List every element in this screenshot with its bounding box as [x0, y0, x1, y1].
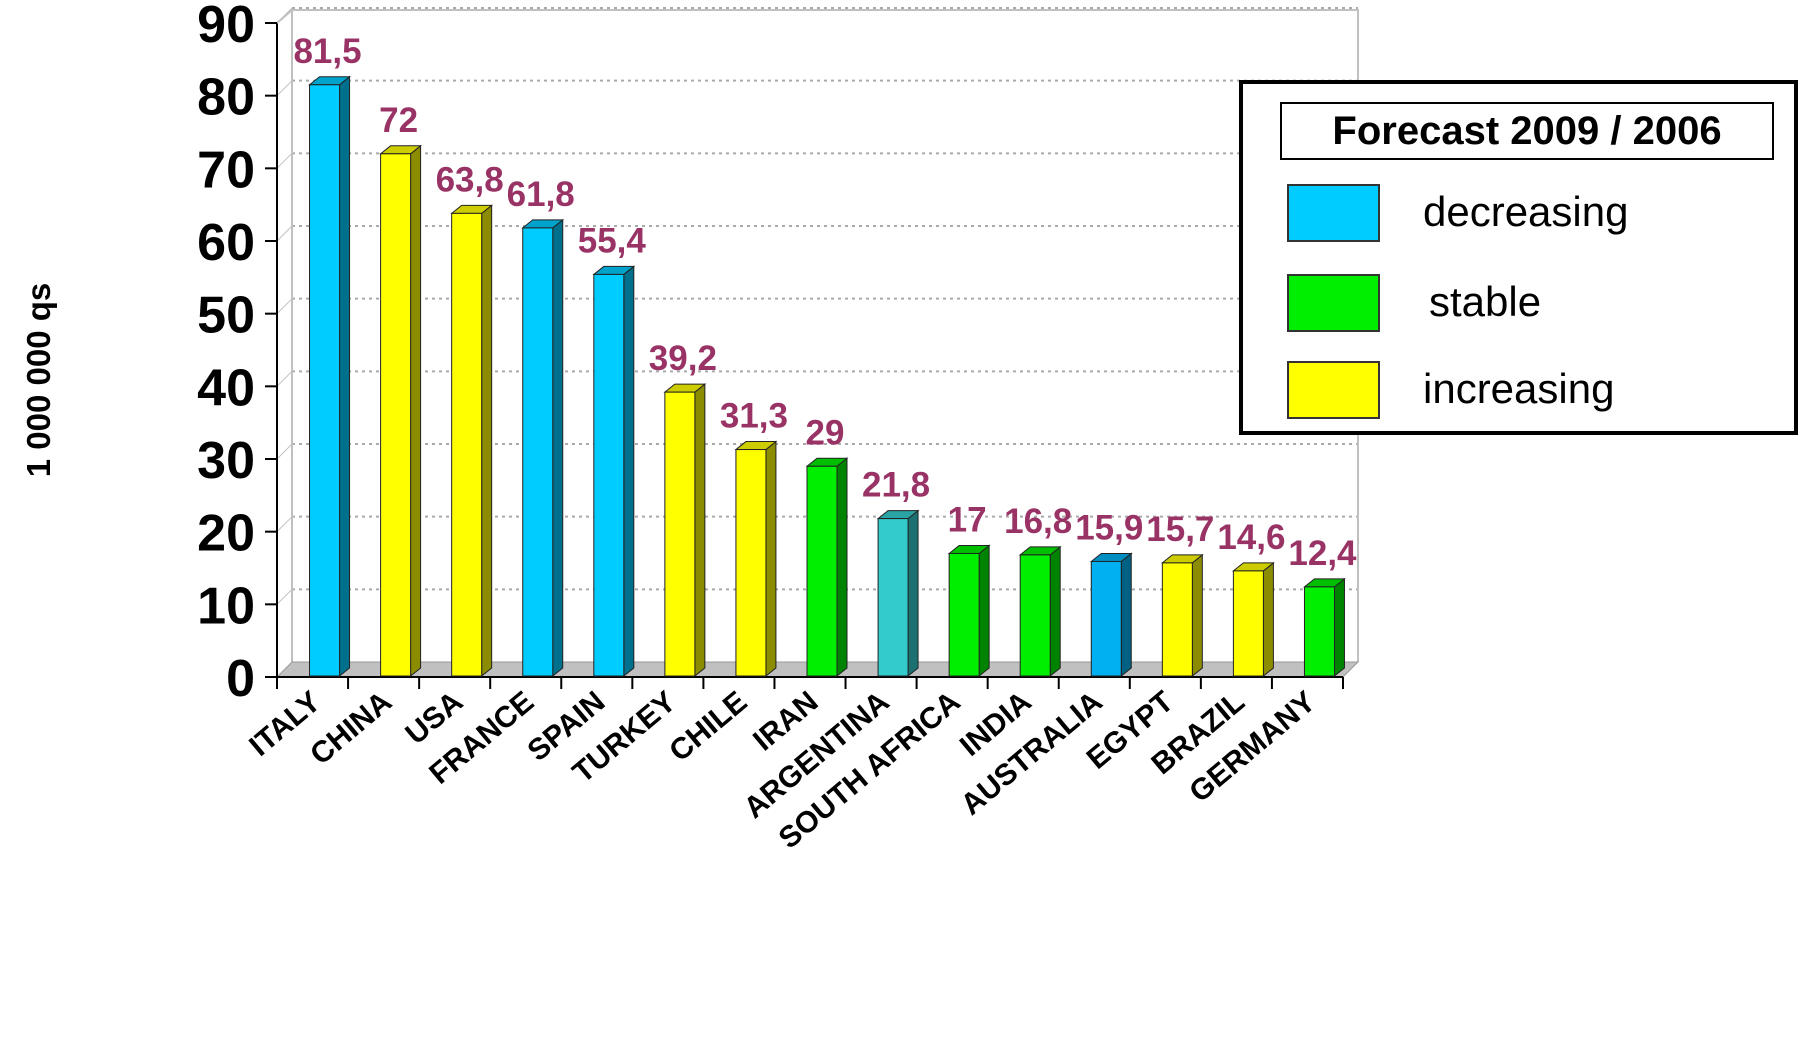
data-label: 29 [806, 413, 845, 452]
bar-front [877, 518, 909, 677]
bar-front [735, 449, 767, 677]
bar-egypt [1160, 553, 1204, 678]
legend-swatch-stable [1287, 274, 1380, 332]
bar-side [623, 265, 635, 678]
x-axis-ticks [276, 677, 1344, 689]
bar-brazil [1231, 561, 1275, 678]
bar-front [948, 552, 980, 677]
bar-side [410, 144, 422, 678]
data-label: 63,8 [436, 160, 504, 199]
data-label: 55,4 [578, 221, 647, 260]
bar-side [978, 544, 990, 678]
y-tick-label: 80 [197, 69, 255, 127]
gridline-wall [276, 443, 293, 460]
y-axis-label: 1 000 000 qs [20, 283, 57, 478]
y-tick-label: 20 [197, 505, 255, 563]
bar-side [481, 204, 493, 678]
bar-front [451, 212, 483, 677]
legend-label-increasing: increasing [1423, 365, 1615, 412]
bars [308, 75, 1346, 678]
legend-item-stable: stable [1287, 274, 1767, 334]
y-tick-label: 50 [197, 287, 255, 345]
bar-front [1161, 562, 1193, 677]
data-label: 17 [948, 500, 987, 539]
data-label: 81,5 [293, 32, 361, 71]
data-label: 72 [379, 101, 418, 140]
legend-item-increasing: increasing [1287, 361, 1767, 421]
y-tick-label: 40 [197, 359, 255, 417]
bar-front [1303, 586, 1335, 677]
bar-italy [308, 75, 351, 678]
bar-side [339, 75, 351, 678]
legend-label-decreasing: decreasing [1423, 188, 1629, 235]
bar-argentina [876, 509, 920, 678]
y-tick-label: 30 [197, 432, 255, 490]
bar-side [1191, 553, 1203, 678]
bar-side [836, 457, 848, 678]
bar-front [664, 391, 696, 677]
bar-turkey [663, 383, 707, 678]
bar-side [1120, 552, 1132, 678]
bar-france [521, 218, 565, 678]
y-tick-label: 70 [197, 141, 255, 199]
x-tick-label: CHINA [304, 685, 398, 771]
gridline-wall [276, 370, 293, 387]
gridline-wall [276, 152, 293, 169]
bar-front [522, 227, 554, 677]
legend-label-stable: stable [1429, 278, 1542, 325]
wall-edge [276, 9, 293, 24]
gridline-wall [276, 298, 293, 315]
bar-iran [805, 457, 849, 678]
bar-chile [734, 440, 778, 678]
data-label: 12,4 [1288, 534, 1357, 573]
bar-side [765, 440, 777, 678]
data-label: 14,6 [1217, 518, 1285, 557]
gridline-wall [276, 588, 293, 605]
data-label: 61,8 [507, 175, 575, 214]
data-label: 39,2 [649, 339, 717, 378]
bar-side [694, 383, 706, 678]
y-axis-ticks: 0 10 20 30 40 50 60 70 80 90 [197, 0, 277, 708]
data-label: 16,8 [1004, 502, 1072, 541]
bar-usa [450, 204, 494, 678]
bar-south-africa [947, 544, 991, 678]
legend-item-decreasing: decreasing [1287, 184, 1767, 244]
data-label: 21,8 [862, 466, 930, 505]
gridline-wall [276, 80, 293, 97]
bar-front [309, 84, 341, 677]
x-tick-label: CHILE [663, 685, 753, 768]
legend: Forecast 2009 / 2006 decreasing stable i… [1239, 80, 1798, 435]
bar-spain [592, 265, 636, 678]
bar-side [1333, 577, 1345, 678]
y-tick-label: 60 [197, 214, 255, 272]
y-tick-label: 10 [197, 577, 255, 635]
y-tick-label: 0 [226, 650, 255, 708]
bar-germany [1303, 577, 1346, 678]
bar-side [907, 509, 919, 678]
legend-title: Forecast 2009 / 2006 [1280, 102, 1774, 160]
y-tick-label: 90 [197, 0, 255, 54]
bar-front [593, 273, 625, 677]
data-label: 31,3 [720, 397, 788, 436]
bar-side [1262, 561, 1274, 678]
data-label: 15,7 [1146, 510, 1214, 549]
bar-front [1019, 554, 1051, 677]
bar-side [1049, 545, 1061, 678]
data-label: 15,9 [1075, 508, 1143, 547]
gridline-wall [276, 516, 293, 533]
bar-front [1090, 560, 1122, 677]
bar-side [552, 218, 564, 678]
bar-front [1232, 570, 1264, 677]
bar-china [379, 144, 423, 678]
bar-india [1018, 545, 1062, 678]
bar-australia [1089, 552, 1133, 678]
legend-swatch-increasing [1287, 361, 1380, 419]
legend-swatch-decreasing [1287, 184, 1380, 242]
gridline-wall [276, 225, 293, 242]
bar-front [380, 153, 412, 677]
bar-front [806, 465, 838, 677]
